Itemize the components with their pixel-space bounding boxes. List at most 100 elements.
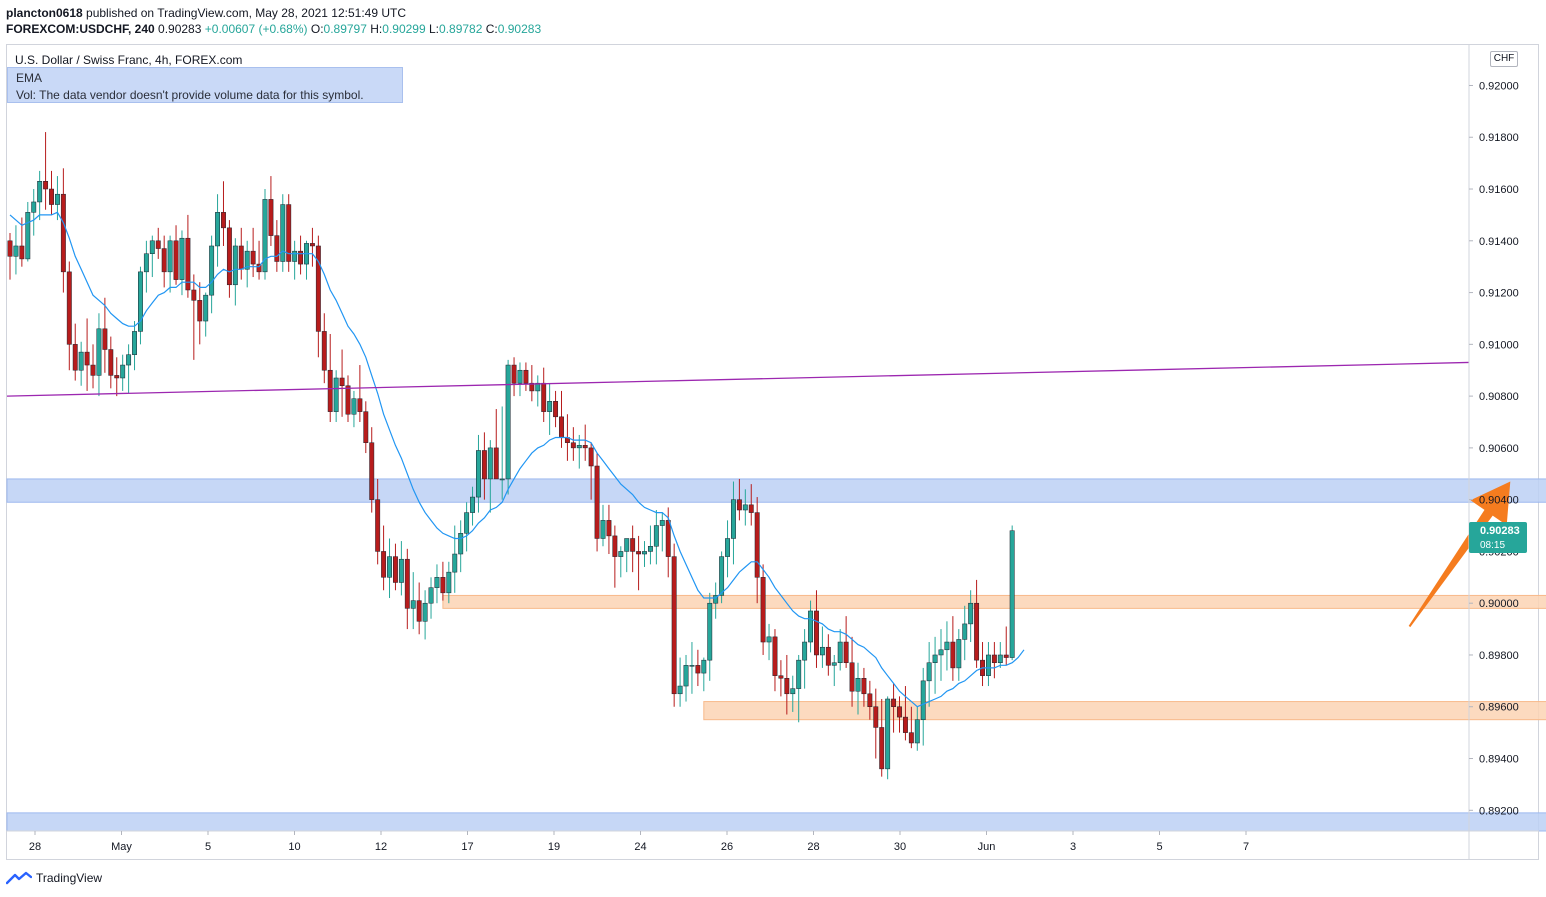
ema-legend[interactable]: EMA	[16, 71, 43, 85]
time-tick-label: 10	[288, 841, 300, 853]
candle	[102, 297, 108, 373]
candle	[772, 629, 778, 692]
candle-body	[932, 654, 938, 663]
candle-body	[173, 240, 179, 280]
publisher-name[interactable]: plancton0618	[6, 6, 83, 20]
candle	[179, 230, 185, 296]
candle	[72, 323, 78, 381]
candle-body	[950, 641, 956, 669]
candle	[814, 590, 819, 668]
candle	[873, 688, 879, 759]
currency-label[interactable]: CHF	[1490, 51, 1518, 67]
candle-body	[280, 204, 286, 262]
candle-body	[203, 294, 209, 322]
candle-body	[114, 375, 120, 379]
candle-body	[547, 401, 553, 412]
candle	[345, 375, 351, 422]
candle-body	[920, 680, 926, 720]
time-tick-label: Jun	[978, 841, 996, 853]
candle	[523, 362, 529, 391]
time-tick-label: 26	[721, 841, 733, 853]
candle	[286, 194, 292, 272]
candle-body	[102, 328, 108, 350]
candle-body	[244, 250, 250, 270]
candle	[885, 696, 891, 780]
candle-body	[867, 693, 873, 707]
candle-body	[446, 571, 452, 594]
candle-body	[262, 199, 268, 273]
price-tick-label: 0.91600	[1479, 184, 1519, 196]
indicator-legend[interactable]: EMA Vol: The data vendor doesn't provide…	[7, 67, 403, 103]
candle-body	[197, 300, 203, 322]
candle-body	[968, 602, 974, 625]
candle-body	[339, 377, 345, 387]
candle-body	[606, 520, 612, 537]
candle-body	[90, 364, 96, 376]
candle	[582, 424, 588, 461]
candle-body	[511, 364, 517, 384]
candle-body	[772, 636, 778, 676]
candle-body	[60, 193, 66, 273]
candle-body	[238, 245, 244, 270]
zone-support-blue-3	[6, 812, 1546, 832]
candle	[215, 194, 221, 267]
candle	[784, 654, 790, 715]
candle-body	[387, 556, 392, 578]
low-label: L:	[429, 22, 440, 36]
candle-body	[707, 602, 713, 661]
candle	[695, 649, 701, 687]
close-value: 0.90283	[497, 22, 542, 36]
candle-body	[689, 665, 695, 667]
candle	[13, 225, 19, 275]
candle	[731, 481, 736, 565]
price-tick-label: 0.89400	[1479, 754, 1519, 766]
candle-body	[600, 520, 606, 539]
candle	[333, 370, 339, 422]
candle-body	[179, 237, 185, 280]
candle	[861, 667, 867, 707]
candle-body	[588, 447, 594, 467]
price-tick-label: 0.90400	[1479, 495, 1519, 507]
candle	[143, 240, 149, 293]
symbol-label: FOREXCOM:USDCHF, 240	[6, 22, 155, 36]
time-tick-label: 3	[1070, 841, 1076, 853]
candle	[458, 520, 464, 573]
candle	[683, 654, 689, 702]
candle-body	[618, 551, 624, 557]
candle	[108, 336, 114, 389]
candle	[529, 365, 535, 402]
candle	[517, 362, 523, 397]
candle	[831, 654, 837, 687]
footer-brand[interactable]: TradingView	[6, 871, 102, 885]
candle	[185, 214, 191, 298]
close-label: C:	[485, 22, 498, 36]
candle-body	[624, 538, 630, 552]
candle-body	[659, 520, 665, 526]
candle	[541, 367, 547, 422]
candle-body	[778, 675, 784, 679]
candle-body	[167, 240, 173, 273]
candle-body	[523, 369, 529, 384]
candle	[974, 579, 980, 668]
candle	[962, 605, 968, 661]
candle-body	[902, 716, 908, 733]
target-arrow	[1408, 481, 1511, 628]
trend-line	[6, 361, 1470, 397]
candle-body	[938, 649, 944, 656]
candle	[203, 292, 209, 337]
last-price-countdown: 08:15	[1480, 540, 1505, 551]
candle	[938, 629, 944, 681]
candle	[132, 321, 137, 371]
chart-frame	[6, 44, 1539, 860]
candle-body	[161, 248, 167, 273]
candle	[968, 590, 974, 643]
candle-body	[381, 551, 387, 578]
candle-body	[760, 577, 766, 643]
candle-body	[309, 243, 315, 247]
candle	[707, 592, 713, 681]
candle	[950, 616, 956, 681]
candle-body	[487, 447, 493, 480]
candle-body	[357, 398, 363, 412]
candle-body	[369, 442, 375, 500]
